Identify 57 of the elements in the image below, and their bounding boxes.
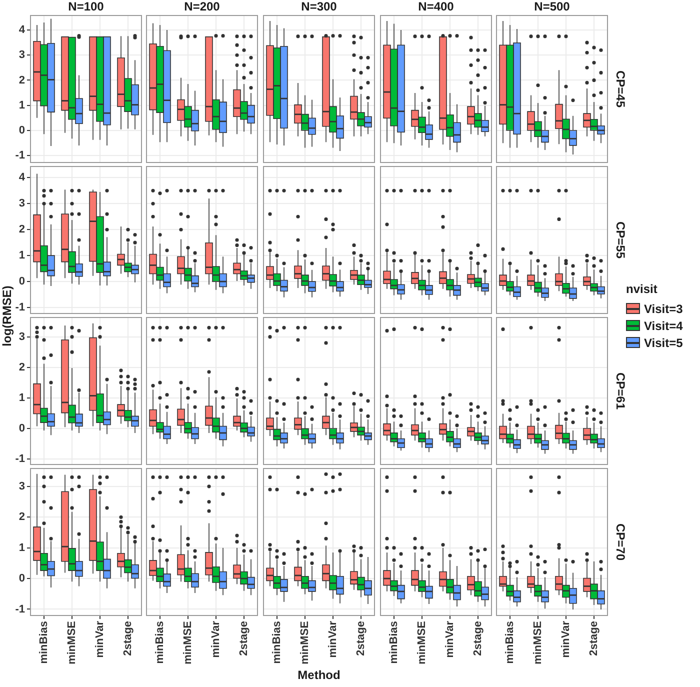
text: CP=70 bbox=[614, 523, 628, 561]
x-tick-label: minVar bbox=[444, 620, 456, 658]
x-tick-label: minBias bbox=[388, 621, 400, 664]
y-tick-label: -1 bbox=[15, 302, 25, 314]
legend-label: Visit=3 bbox=[644, 302, 683, 316]
chart-title: N=100 bbox=[68, 0, 104, 14]
x-tick-label: minVar bbox=[210, 620, 222, 658]
y-tick-label: 3 bbox=[18, 198, 25, 210]
y-tick-label: 1 bbox=[18, 99, 25, 112]
x-tick-label: minVar bbox=[327, 620, 340, 658]
legend-label: Visit=4 bbox=[644, 318, 683, 332]
y-tick-label: 1 bbox=[18, 250, 25, 262]
text: CP=61 bbox=[614, 372, 628, 410]
x-tick-label: minVar bbox=[560, 620, 572, 658]
y-tick-label: 0 bbox=[18, 572, 25, 585]
x-tick-label: minBias bbox=[504, 621, 516, 664]
x-tick-label: 2stage bbox=[122, 621, 134, 656]
x-tick-label: 2stage bbox=[472, 621, 484, 656]
x-tick-label: minBias bbox=[154, 621, 166, 664]
y-tick-label: 2 bbox=[18, 511, 25, 524]
y-axis-title: log(RMSE) bbox=[0, 286, 14, 346]
y-tick-label: 2 bbox=[18, 74, 25, 86]
x-tick-label: minMSE bbox=[416, 621, 428, 664]
y-tick-label: 3 bbox=[18, 49, 25, 62]
y-tick-label: -1 bbox=[15, 452, 25, 465]
chart-title: N=400 bbox=[418, 0, 454, 14]
y-tick-label: 2 bbox=[18, 361, 25, 374]
x-tick-label: minMSE bbox=[66, 621, 78, 664]
x-axis-title: Method bbox=[298, 668, 340, 682]
chart-title: N=500 bbox=[534, 0, 570, 14]
x-tick-label: minVar bbox=[94, 620, 106, 658]
x-tick-label: 2stage bbox=[355, 621, 368, 656]
text: CP=45 bbox=[614, 70, 628, 108]
legend-title: nvisit bbox=[626, 282, 658, 296]
legend-label: Visit=5 bbox=[644, 336, 683, 350]
x-tick-label: minMSE bbox=[182, 621, 194, 664]
text: CP=55 bbox=[614, 221, 628, 259]
y-tick-label: 0 bbox=[18, 422, 25, 434]
y-tick-label: 4 bbox=[18, 24, 26, 36]
y-tick-label: 4 bbox=[18, 172, 26, 184]
x-tick-label: 2stage bbox=[238, 621, 250, 656]
y-tick-label: 1 bbox=[18, 542, 25, 554]
chart-title: N=200 bbox=[184, 0, 220, 14]
y-tick-label: -1 bbox=[15, 603, 25, 616]
y-tick-label: -1 bbox=[15, 150, 25, 162]
x-tick-label: 2stage bbox=[588, 621, 600, 656]
y-tick-label: 2 bbox=[18, 224, 25, 236]
chart-title: N=300 bbox=[301, 0, 338, 14]
y-tick-label: 0 bbox=[18, 124, 25, 136]
y-tick-label: 0 bbox=[18, 276, 25, 288]
x-tick-label: minBias bbox=[271, 621, 284, 664]
y-tick-label: 3 bbox=[18, 480, 25, 492]
x-tick-label: minMSE bbox=[532, 621, 544, 664]
y-tick-label: 1 bbox=[18, 392, 25, 404]
x-tick-label: minBias bbox=[38, 621, 50, 664]
x-tick-label: minMSE bbox=[299, 621, 312, 664]
y-tick-label: 3 bbox=[18, 330, 25, 343]
